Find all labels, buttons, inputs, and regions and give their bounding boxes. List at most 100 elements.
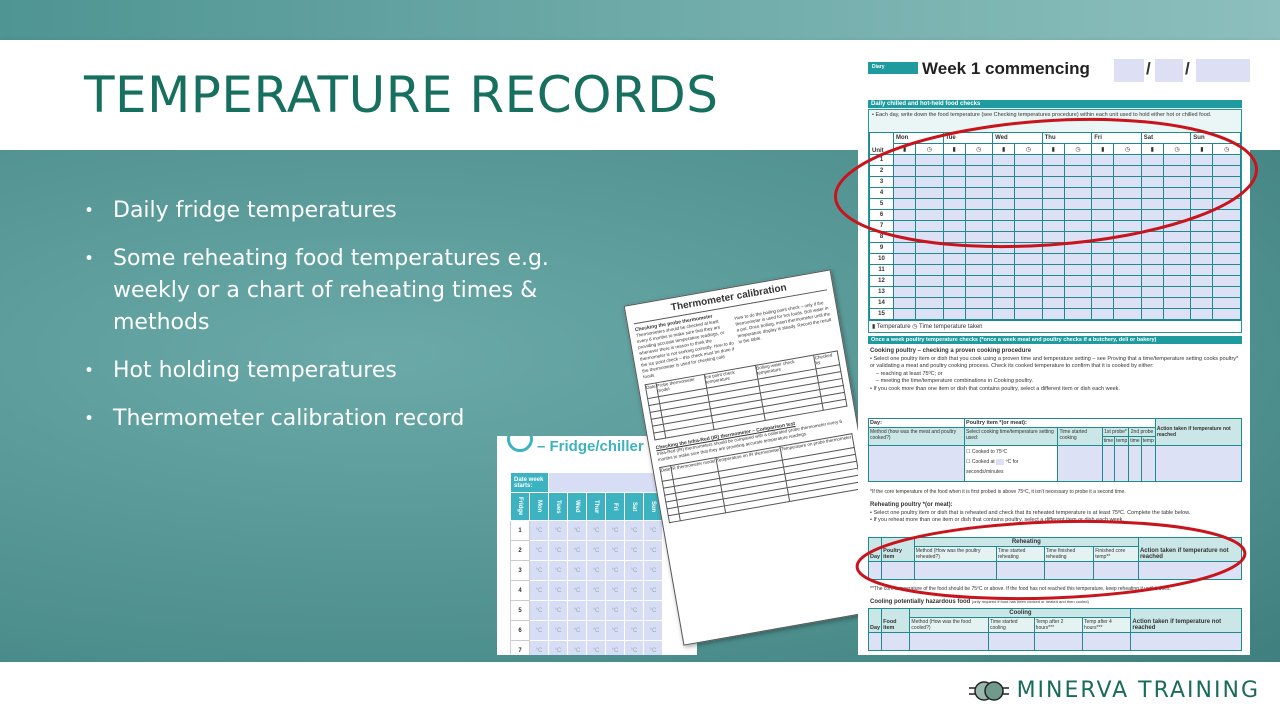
entry-cell <box>992 187 1016 199</box>
entry-cell <box>1113 220 1142 232</box>
diary-record-image: Diary Week 1 commencing / / Daily chille… <box>858 50 1250 655</box>
entry-cell <box>1113 253 1142 265</box>
temp-cell: °C <box>605 640 625 655</box>
temp-cell: °C <box>605 540 625 561</box>
entry-cell <box>964 198 994 210</box>
day-header: Sun <box>1190 132 1241 144</box>
date-box <box>1155 59 1183 82</box>
entry-cell <box>1190 297 1214 309</box>
entry-cell <box>1190 165 1214 177</box>
entry-cell <box>1063 264 1093 276</box>
cell: Finished core temp** <box>1093 546 1139 562</box>
entry-cell <box>1063 198 1093 210</box>
entry-cell <box>942 264 966 276</box>
cell: Time started cooling <box>987 617 1035 633</box>
entry-cell <box>1212 275 1241 287</box>
cooling-subtitle: (only required if food has been cooked o… <box>971 599 1089 604</box>
entry-cell <box>1041 297 1065 309</box>
entry-cell <box>915 220 944 232</box>
entry-cell <box>992 275 1016 287</box>
entry-cell <box>1014 165 1043 177</box>
entry-cell <box>942 209 966 221</box>
cell <box>1137 561 1243 580</box>
temp-cell: °C <box>586 640 606 655</box>
temp-cell: °C <box>529 560 549 581</box>
entry-cell <box>892 198 917 210</box>
cooking-heading: Cooking poultry – checking a proven cook… <box>870 348 1032 354</box>
day-header: Tue <box>942 132 994 144</box>
entry-cell <box>915 231 944 243</box>
entry-cell <box>1190 154 1214 166</box>
instruction: • Each day, write down the food temperat… <box>872 112 1212 118</box>
entry-cell <box>942 198 966 210</box>
entry-cell <box>1162 154 1192 166</box>
section-daily-checks: Daily chilled and hot-held food checks <box>868 100 1242 108</box>
clock-icon: ◷ <box>1014 143 1043 155</box>
entry-cell <box>915 165 944 177</box>
reheat-heading: Reheating poultry *(or meat): <box>870 502 953 508</box>
entry-cell <box>942 297 966 309</box>
entry-cell <box>1212 220 1241 232</box>
unit-header: Unit <box>869 132 894 155</box>
temp-cell: °C <box>548 540 568 561</box>
unit-label: 7 <box>869 220 894 232</box>
entry-cell <box>992 286 1016 298</box>
entry-cell <box>892 253 917 265</box>
entry-cell <box>915 198 944 210</box>
day-header: Wed <box>992 132 1043 144</box>
entry-cell <box>1041 220 1065 232</box>
entry-cell <box>1014 198 1043 210</box>
entry-cell <box>1140 308 1164 320</box>
cell <box>1093 561 1139 580</box>
temp-cell: °C <box>624 540 644 561</box>
option-text: Cooked to 75ºC <box>971 449 1008 455</box>
temp-cell: °C <box>643 560 663 581</box>
fridge-table: Date week starts: Fridge Mon Tues Wed Thur Fr… <box>510 472 663 655</box>
unit-label: 1 <box>869 154 894 166</box>
day-header: Fri <box>1091 132 1142 144</box>
entry-cell <box>942 187 966 199</box>
entry-cell <box>964 242 994 254</box>
entry-cell <box>1190 264 1214 276</box>
entry-cell <box>1014 154 1043 166</box>
entry-cell <box>1063 209 1093 221</box>
entry-cell <box>1212 297 1241 309</box>
temp-cell: °C <box>529 540 549 561</box>
entry-cell <box>1162 264 1192 276</box>
entry-cell <box>1041 275 1065 287</box>
cook-note: *If the core temperature of the food whe… <box>870 489 1126 495</box>
temp-cell: °C <box>548 520 568 541</box>
fridge-doc-title: – Fridge/chiller <box>537 438 644 455</box>
temp-cell: °C <box>624 640 644 655</box>
clock-icon: ◷ <box>1113 143 1142 155</box>
entry-cell <box>1041 187 1065 199</box>
date-box <box>1114 59 1144 82</box>
entry-cell <box>1140 165 1164 177</box>
entry-cell <box>992 242 1016 254</box>
cell: Day <box>867 537 883 562</box>
entry-cell <box>1113 231 1142 243</box>
temp-cell: °C <box>624 620 644 641</box>
cell: Method (how was the meat and poultry coo… <box>868 427 965 446</box>
cooking-option: – reaching at least 75ºC; or <box>876 370 943 377</box>
cell: Poultry item <box>881 537 915 562</box>
row-label: 2 <box>510 540 530 561</box>
entry-cell <box>1091 231 1115 243</box>
entry-cell <box>1063 308 1093 320</box>
entry-cell <box>915 264 944 276</box>
cell <box>881 561 915 580</box>
entry-cell <box>1190 253 1214 265</box>
temp-cell: °C <box>586 560 606 581</box>
cell: Time started cooking <box>1057 427 1103 446</box>
cell: Food item <box>881 608 911 633</box>
temp-cell: °C <box>529 520 549 541</box>
reheating-table: Day Poultry item Reheating Action taken if … <box>867 537 1243 580</box>
row-label: 6 <box>510 620 530 641</box>
entry-cell <box>992 220 1016 232</box>
entry-cell <box>1162 198 1192 210</box>
entry-cell <box>1041 209 1065 221</box>
entry-cell <box>892 275 917 287</box>
reheat-text: • Select one poultry item or dish that i… <box>870 509 1191 516</box>
unit-label: 4 <box>869 187 894 199</box>
entry-cell <box>1212 209 1241 221</box>
